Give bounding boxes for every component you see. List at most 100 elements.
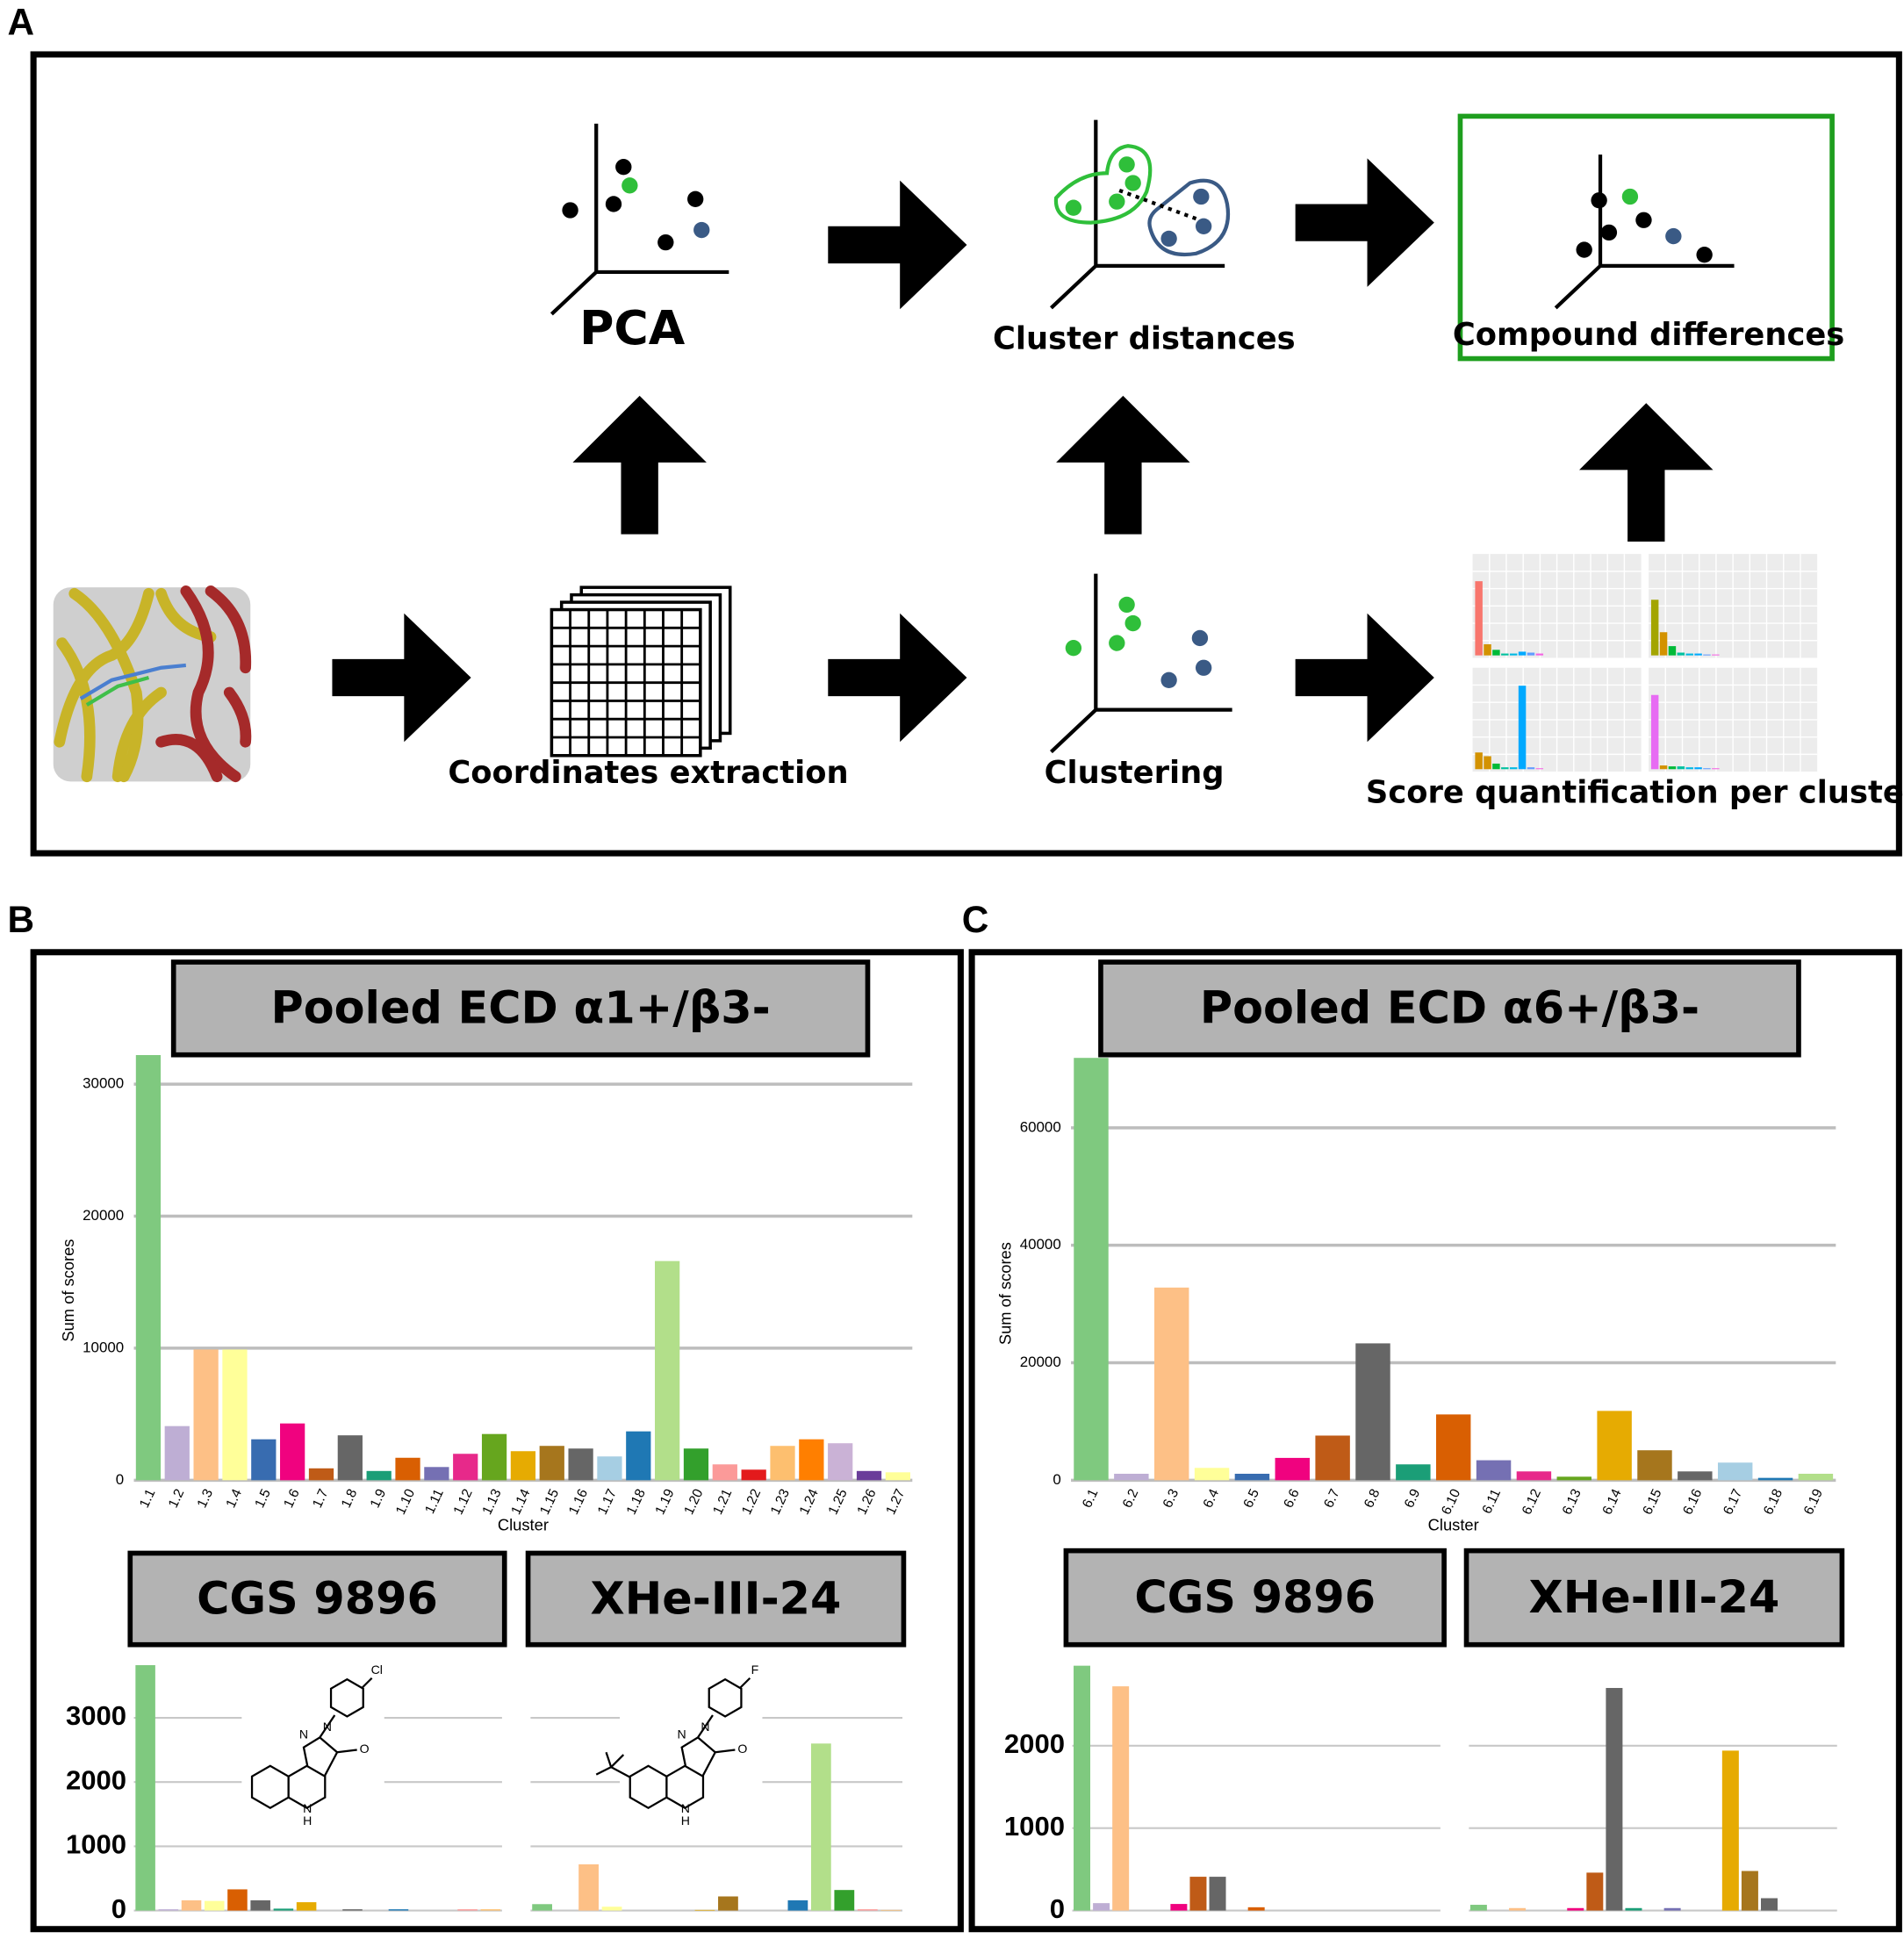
bar — [250, 1900, 270, 1911]
x-tick-label: 1.21 — [710, 1487, 735, 1517]
arrow — [828, 613, 967, 743]
panel-a-frame — [30, 51, 1902, 857]
dot-icon — [657, 233, 674, 251]
bar — [164, 1426, 190, 1481]
ligand-image — [85, 675, 150, 707]
axes-icon — [1050, 573, 1232, 754]
bar — [1435, 1414, 1471, 1481]
x-tick-label: 6.13 — [1560, 1487, 1584, 1517]
x-tick-label: 1.4 — [223, 1487, 245, 1511]
mini-bar — [1685, 767, 1693, 770]
panel-label: C — [962, 899, 989, 940]
bar — [337, 1435, 363, 1481]
bar — [273, 1908, 294, 1911]
x-tick-label: 6.14 — [1600, 1487, 1625, 1518]
bar — [1112, 1686, 1130, 1911]
bar — [1556, 1476, 1591, 1481]
step-label: Score quantification per cluster — [1366, 774, 1904, 810]
x-tick-label: 1.11 — [422, 1487, 447, 1516]
structure — [629, 1677, 751, 1809]
bar — [227, 1889, 248, 1911]
protein-image — [223, 686, 252, 748]
atom-label: Cl — [371, 1663, 383, 1677]
y-tick-label: 0 — [1050, 1893, 1065, 1924]
bar — [342, 1909, 363, 1911]
bar — [1567, 1907, 1584, 1911]
chart-title: CGS 9896 — [1134, 1571, 1376, 1623]
panel-label: A — [7, 1, 34, 42]
x-tick-label: 1.7 — [310, 1487, 332, 1511]
x-tick-label: 6.5 — [1240, 1487, 1262, 1511]
bar — [770, 1446, 795, 1481]
mini-bar — [1694, 653, 1702, 656]
dot-icon — [615, 159, 632, 176]
step-label: Clustering — [1045, 755, 1225, 791]
mini-bar — [1501, 767, 1509, 770]
atom-label: N — [701, 1720, 709, 1734]
atom-label: H — [681, 1813, 690, 1828]
mini-bar — [1650, 600, 1659, 656]
dot-icon — [1118, 596, 1135, 614]
panel-b-frame — [30, 949, 964, 1933]
bar — [251, 1439, 277, 1481]
mini-bar — [1685, 653, 1693, 656]
bar — [1721, 1750, 1739, 1911]
bar — [388, 1909, 409, 1911]
protein-image — [54, 587, 154, 748]
arrow — [1295, 158, 1434, 287]
bar — [1798, 1473, 1834, 1481]
x-tick-label: 6.18 — [1761, 1487, 1785, 1517]
title-box — [1063, 1548, 1447, 1648]
bar — [799, 1439, 824, 1481]
bar — [655, 1260, 680, 1481]
bar — [222, 1349, 248, 1481]
bar — [1234, 1473, 1270, 1481]
bar — [1355, 1343, 1390, 1481]
y-tick-label: 0 — [1053, 1471, 1060, 1488]
bar — [1114, 1473, 1149, 1481]
protein-image — [68, 587, 144, 783]
panel-label: B — [7, 899, 34, 940]
x-tick-label: 6.17 — [1721, 1487, 1745, 1517]
dot-icon — [621, 177, 638, 194]
y-axis-label: Sum of scores — [59, 1239, 77, 1342]
bar — [885, 1472, 911, 1481]
bar — [787, 1900, 808, 1911]
dot-icon — [1065, 199, 1082, 216]
bar — [135, 1054, 162, 1481]
dot-icon — [1160, 230, 1177, 248]
bar — [1663, 1907, 1681, 1911]
panel-c-frame — [968, 949, 1902, 1933]
x-tick-label: 6.7 — [1321, 1487, 1343, 1511]
bar — [857, 1909, 878, 1911]
bar — [135, 1665, 155, 1911]
bar — [296, 1902, 317, 1911]
bar — [1469, 1905, 1487, 1911]
structure — [595, 1751, 630, 1778]
y-tick-label: 60000 — [1020, 1118, 1061, 1135]
y-tick-label: 30000 — [83, 1075, 124, 1092]
mini-bar — [1484, 756, 1491, 770]
x-tick-label: 6.4 — [1201, 1487, 1223, 1511]
protein-image — [205, 585, 252, 674]
mini-bar — [1668, 646, 1677, 656]
atom-label: N — [681, 1801, 690, 1815]
bar — [597, 1456, 622, 1481]
bar — [308, 1468, 334, 1481]
x-tick-label: 6.19 — [1801, 1487, 1826, 1517]
bar — [1093, 1903, 1110, 1911]
step-label: PCA — [579, 300, 686, 355]
y-tick-label: 20000 — [83, 1207, 124, 1224]
bar — [856, 1470, 882, 1481]
bar — [828, 1443, 853, 1481]
bar — [532, 1904, 553, 1911]
bar — [834, 1890, 855, 1911]
bar — [1625, 1907, 1642, 1911]
protein-image — [111, 686, 167, 783]
x-tick-label: 1.27 — [883, 1487, 908, 1517]
x-tick-label: 6.1 — [1080, 1487, 1102, 1511]
y-tick-label: 0 — [116, 1471, 124, 1488]
x-axis-label: Cluster — [1428, 1515, 1479, 1533]
bar — [510, 1451, 536, 1481]
mini-bar — [1694, 767, 1702, 770]
